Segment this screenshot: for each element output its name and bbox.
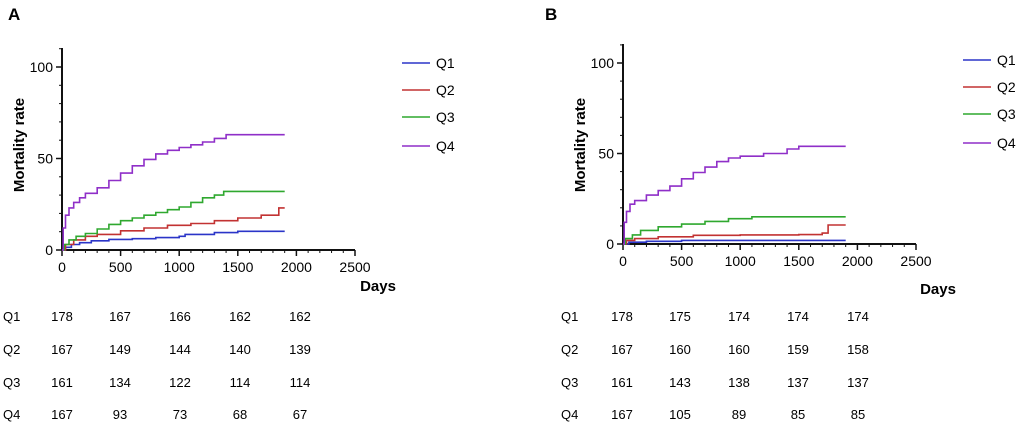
risk-cell: 85	[851, 407, 865, 422]
risk-cell: 174	[728, 309, 750, 324]
series-line-q3	[62, 190, 285, 251]
legend-label-q3: Q3	[436, 109, 455, 125]
risk-cell: 167	[51, 407, 73, 422]
risk-row-label: Q4	[561, 407, 578, 422]
risk-cell: 167	[51, 342, 73, 357]
y-axis-title: Mortality rate	[572, 98, 589, 192]
panel-letter: A	[8, 5, 20, 24]
risk-cell: 158	[847, 342, 869, 357]
risk-cell: 174	[847, 309, 869, 324]
legend-label-q2: Q2	[997, 79, 1016, 95]
risk-cell: 105	[669, 407, 691, 422]
x-axis-title: Days	[360, 278, 396, 295]
risk-cell: 162	[229, 309, 251, 324]
risk-cell: 178	[51, 309, 73, 324]
legend-label-q1: Q1	[436, 55, 455, 71]
risk-cell: 167	[611, 407, 633, 422]
risk-cell: 85	[791, 407, 805, 422]
x-tick-label: 2000	[281, 259, 312, 275]
risk-row-label: Q4	[3, 407, 20, 422]
risk-cell: 93	[113, 407, 127, 422]
series-line-q4	[62, 133, 285, 251]
legend-label-q4: Q4	[436, 138, 455, 154]
series-line-q1	[623, 239, 846, 245]
y-axis-title: Mortality rate	[11, 98, 28, 192]
panel-letter: B	[545, 5, 557, 24]
risk-cell: 160	[728, 342, 750, 357]
risk-cell: 167	[109, 309, 131, 324]
risk-cell: 67	[293, 407, 307, 422]
y-tick-label: 0	[606, 236, 614, 252]
x-tick-label: 2000	[842, 253, 873, 269]
risk-cell: 139	[289, 342, 311, 357]
y-tick-label: 100	[591, 55, 615, 71]
risk-cell: 160	[669, 342, 691, 357]
risk-cell: 114	[290, 375, 311, 390]
risk-cell: 175	[669, 309, 691, 324]
risk-cell: 143	[669, 375, 691, 390]
risk-row-label: Q1	[3, 309, 20, 324]
series-line-q4	[623, 145, 846, 245]
y-tick-label: 50	[598, 146, 614, 162]
risk-cell: 167	[611, 342, 633, 357]
x-axis-title: Days	[920, 281, 956, 298]
risk-cell: 166	[169, 309, 191, 324]
series-line-q2	[62, 207, 285, 251]
series-line-q3	[623, 216, 846, 245]
x-tick-label: 0	[58, 259, 66, 275]
x-tick-label: 1000	[164, 259, 195, 275]
risk-cell: 138	[728, 375, 750, 390]
x-tick-label: 500	[670, 253, 694, 269]
y-tick-label: 0	[45, 242, 53, 258]
risk-cell: 73	[173, 407, 187, 422]
risk-cell: 178	[611, 309, 633, 324]
risk-cell: 149	[109, 342, 131, 357]
series-line-q2	[623, 224, 846, 245]
risk-cell: 68	[233, 407, 247, 422]
risk-cell: 174	[787, 309, 809, 324]
risk-cell: 161	[51, 375, 73, 390]
x-tick-label: 2500	[900, 253, 931, 269]
x-tick-label: 1500	[222, 259, 253, 275]
risk-cell: 122	[169, 375, 191, 390]
risk-cell: 134	[109, 375, 131, 390]
risk-cell: 159	[787, 342, 809, 357]
x-tick-label: 500	[109, 259, 133, 275]
x-tick-label: 1500	[783, 253, 814, 269]
legend-label-q3: Q3	[997, 106, 1016, 122]
y-tick-label: 100	[30, 59, 54, 75]
legend-label-q4: Q4	[997, 135, 1016, 151]
legend-label-q2: Q2	[436, 82, 455, 98]
risk-row-label: Q3	[3, 375, 20, 390]
risk-row-label: Q1	[561, 309, 578, 324]
risk-cell: 137	[847, 375, 869, 390]
x-tick-label: 0	[619, 253, 627, 269]
risk-cell: 140	[229, 342, 251, 357]
risk-cell: 161	[611, 375, 633, 390]
legend-label-q1: Q1	[997, 52, 1016, 68]
y-tick-label: 50	[37, 151, 53, 167]
risk-cell: 162	[289, 309, 311, 324]
risk-row-label: Q2	[561, 342, 578, 357]
x-tick-label: 2500	[339, 259, 370, 275]
risk-cell: 89	[732, 407, 746, 422]
x-tick-label: 1000	[725, 253, 756, 269]
risk-row-label: Q2	[3, 342, 20, 357]
risk-cell: 137	[787, 375, 809, 390]
risk-cell: 144	[169, 342, 191, 357]
risk-cell: 114	[230, 375, 251, 390]
risk-row-label: Q3	[561, 375, 578, 390]
